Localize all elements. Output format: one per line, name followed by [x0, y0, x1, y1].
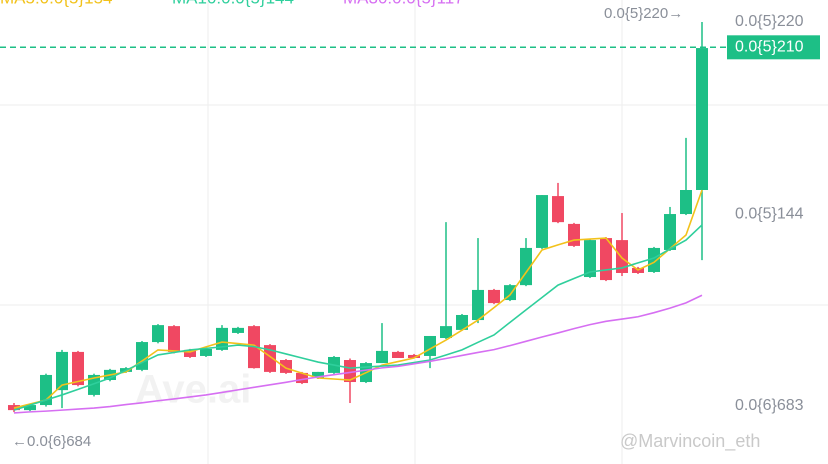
candle-body — [552, 196, 564, 223]
watermark: Ave.ai — [135, 368, 251, 412]
y-tick-label: 0.0{6}683 — [735, 397, 804, 414]
candle-body — [344, 360, 356, 383]
candle-body — [504, 285, 516, 301]
candle-body — [584, 240, 596, 278]
candle-body — [488, 289, 500, 304]
candle-body — [184, 349, 196, 357]
candle-body — [376, 350, 388, 364]
legend-entry: MA10:0.0{5}144 — [172, 0, 294, 7]
max-label: 0.0{5}220→ — [604, 5, 683, 22]
y-tick-label: 0.0{5}220 — [735, 13, 804, 30]
candle-body — [136, 342, 148, 370]
candle-body — [472, 289, 484, 321]
y-tick-label: 0.0{5}144 — [735, 206, 804, 223]
candle-body — [264, 345, 276, 372]
candle-body — [648, 247, 660, 272]
candle-body — [232, 327, 244, 333]
ma-line — [13, 294, 703, 414]
last-price-tag — [727, 35, 820, 60]
candle-body — [664, 214, 676, 250]
last-price-label: 0.0{5}210 — [735, 39, 804, 56]
candle-body — [152, 325, 164, 343]
candle-body — [72, 351, 84, 386]
candle-body — [616, 240, 628, 273]
ma-line — [13, 224, 703, 411]
ma-line — [13, 189, 703, 409]
candle-body — [680, 190, 692, 215]
candle-body — [392, 351, 404, 358]
legend-entry: MA30:0.0{5}117 — [343, 0, 464, 7]
candle-body — [440, 326, 452, 339]
candle-body — [456, 314, 468, 330]
candle-body — [568, 223, 580, 246]
min-label: ←0.0{6}684 — [12, 433, 91, 450]
candle-body — [200, 348, 212, 356]
candle-body — [56, 351, 68, 391]
candle-body — [280, 360, 292, 373]
legend-entry: MA5:0.0{5}154 — [0, 0, 112, 7]
candle-body — [536, 195, 548, 248]
candle-body — [696, 48, 708, 191]
candle-body — [24, 405, 36, 411]
candle-body — [168, 326, 180, 352]
candle-body — [312, 371, 324, 378]
credit: @Marvincoin_eth — [620, 431, 760, 452]
candle-body — [88, 374, 100, 395]
candle-body — [408, 354, 420, 358]
candle-body — [296, 372, 308, 384]
candle-body — [216, 327, 228, 350]
